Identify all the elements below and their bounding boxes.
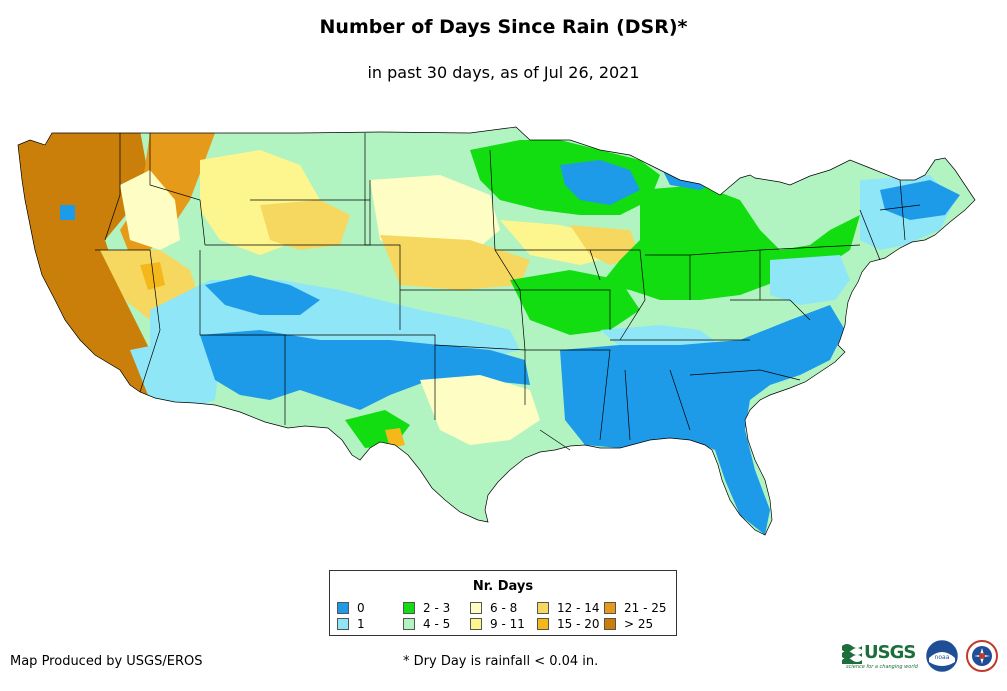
region-0-pacific-north (60, 205, 75, 220)
region-1-mid-atlantic (770, 255, 850, 305)
noaa-logo: noaa (926, 640, 958, 672)
legend-item-12-14: 12 - 14 (537, 601, 600, 615)
legend-swatch-2-3 (403, 602, 415, 614)
region-15-20-nevada (140, 262, 165, 290)
legend-label: 6 - 8 (490, 601, 518, 615)
region-0-southeast (560, 305, 845, 535)
region-6-8-idaho-montana (120, 170, 180, 250)
region-12-14-nebraska (380, 235, 530, 290)
map-subtitle: in past 30 days, as of Jul 26, 2021 (367, 63, 640, 82)
nws-logo (966, 640, 998, 672)
noaa-text: noaa (935, 654, 950, 661)
legend-label: 21 - 25 (624, 601, 667, 615)
legend-item-21-25: 21 - 25 (604, 601, 667, 615)
region-12-14-wyoming (260, 200, 350, 250)
legend-item-gt25: > 25 (604, 617, 653, 631)
region-0-wisconsin-michigan (560, 160, 640, 205)
producer-credit: Map Produced by USGS/EROS (10, 654, 203, 669)
region-0-southwest (200, 330, 530, 410)
legend-swatch-4-5 (403, 618, 415, 630)
legend-label: 4 - 5 (423, 617, 451, 631)
region-gt25-west-coast (18, 130, 160, 420)
legend-swatch-gt25 (604, 618, 616, 630)
region-0-new-england (880, 180, 960, 220)
region-0-colorado-plateau (205, 275, 320, 315)
legend-swatch-0 (337, 602, 349, 614)
us-dsr-map (17, 126, 976, 536)
dsr-regions (18, 127, 975, 535)
legend-swatch-1 (337, 618, 349, 630)
usgs-wave-icon (842, 644, 862, 664)
legend-item-1: 1 (337, 617, 365, 631)
legend-label: 0 (357, 601, 365, 615)
legend-swatch-6-8 (470, 602, 482, 614)
legend-swatch-21-25 (604, 602, 616, 614)
legend-item-15-20: 15 - 20 (537, 617, 600, 631)
legend-swatch-15-20 (537, 618, 549, 630)
region-15-20-texas-spots (385, 428, 405, 448)
legend-item-0: 0 (337, 601, 365, 615)
map-title: Number of Days Since Rain (DSR)* (319, 16, 688, 38)
legend-item-9-11: 9 - 11 (470, 617, 525, 631)
legend-label: 2 - 3 (423, 601, 451, 615)
region-1-arizona (130, 340, 220, 410)
legend-item-4-5: 4 - 5 (403, 617, 450, 631)
usgs-tagline: science for a changing world (846, 664, 918, 670)
legend-item-2-3: 2 - 3 (403, 601, 450, 615)
region-6-8-texas (420, 375, 540, 445)
region-12-14-iowa-east (570, 225, 640, 265)
legend-label: 1 (357, 617, 365, 631)
agency-logos: USGS science for a changing world noaa (842, 638, 1002, 678)
legend-label: > 25 (624, 617, 654, 631)
legend-label: 9 - 11 (490, 617, 525, 631)
usgs-wordmark: USGS (864, 642, 916, 663)
region-4-5-south-texas (410, 440, 540, 500)
legend-swatch-9-11 (470, 618, 482, 630)
legend: Nr. Days 0 1 2 - 3 4 - 5 6 - 8 9 - 11 12… (329, 570, 677, 636)
legend-title: Nr. Days (472, 579, 534, 594)
dry-day-footnote: * Dry Day is rainfall < 0.04 in. (403, 654, 599, 669)
legend-label: 12 - 14 (557, 601, 600, 615)
region-2-3-kansas-missouri (510, 270, 640, 335)
usgs-logo: USGS science for a changing world (842, 642, 918, 670)
legend-label: 15 - 20 (557, 617, 600, 631)
legend-swatch-12-14 (537, 602, 549, 614)
legend-item-6-8: 6 - 8 (470, 601, 517, 615)
state-borders (17, 126, 976, 536)
